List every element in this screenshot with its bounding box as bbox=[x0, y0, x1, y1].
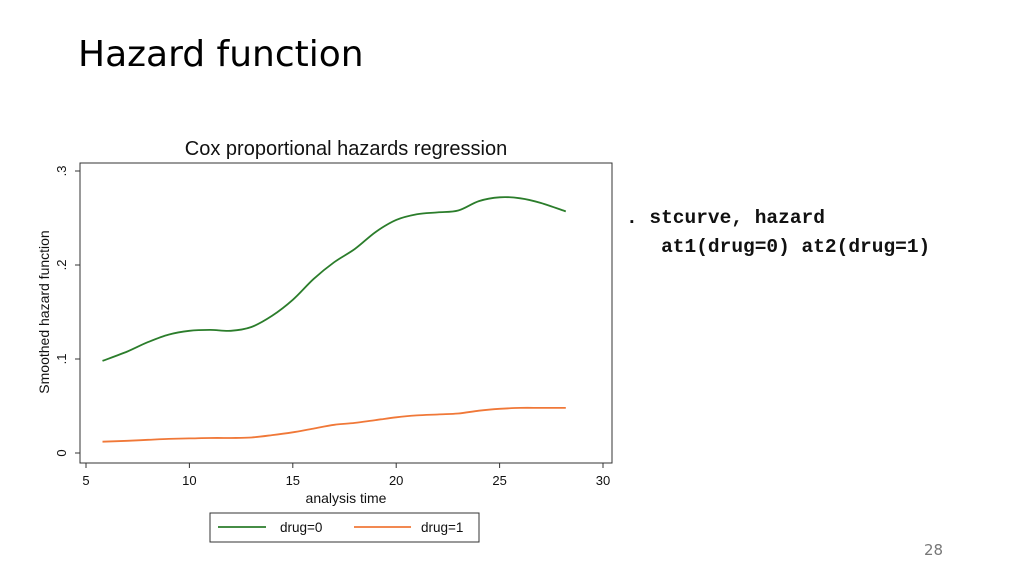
plot-frame bbox=[79, 162, 613, 464]
x-tick-label: 10 bbox=[182, 473, 196, 488]
y-axis: 0 .1 .2 .3 bbox=[54, 166, 80, 457]
x-tick-label: 5 bbox=[82, 473, 89, 488]
x-tick-label: 20 bbox=[389, 473, 403, 488]
y-tick-label: .1 bbox=[54, 354, 69, 365]
y-tick-label: .3 bbox=[54, 166, 69, 177]
page-number: 28 bbox=[924, 541, 944, 559]
y-tick-label: 0 bbox=[54, 449, 69, 456]
series-lines bbox=[102, 196, 567, 443]
legend-label-drug-1: drug=1 bbox=[421, 520, 463, 535]
legend-label-drug-0: drug=0 bbox=[280, 520, 322, 535]
x-tick-label: 15 bbox=[286, 473, 300, 488]
x-tick-label: 25 bbox=[492, 473, 506, 488]
legend: drug=0 drug=1 bbox=[209, 512, 480, 543]
slide-title: Hazard function bbox=[78, 34, 364, 75]
series-line-drug-1 bbox=[102, 406, 566, 443]
code-line-2: at1(drug=0) at2(drug=1) bbox=[626, 236, 931, 258]
y-axis-label: Smoothed hazard function bbox=[36, 230, 52, 393]
x-tick-label: 30 bbox=[596, 473, 610, 488]
y-tick-label: .2 bbox=[54, 260, 69, 271]
x-axis: 5 10 15 20 25 30 bbox=[82, 463, 610, 488]
chart-title: Cox proportional hazards regression bbox=[185, 138, 507, 160]
code-line-1: . stcurve, hazard bbox=[626, 207, 825, 229]
code-snippet: . stcurve, hazard at1(drug=0) at2(drug=1… bbox=[626, 204, 930, 262]
x-axis-label: analysis time bbox=[306, 490, 387, 506]
series-line-drug-0 bbox=[102, 196, 567, 362]
